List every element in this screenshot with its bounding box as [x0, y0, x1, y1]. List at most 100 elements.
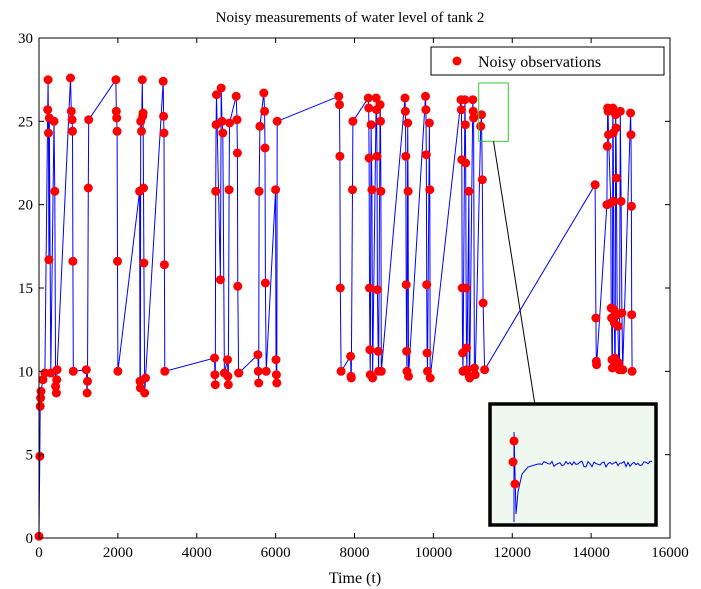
data-point [468, 106, 478, 116]
data-point [468, 95, 478, 105]
data-point [68, 366, 78, 376]
data-point [373, 346, 383, 356]
data-point [462, 343, 471, 353]
data-point [469, 363, 479, 373]
data-point [139, 183, 148, 193]
data-point [254, 186, 264, 196]
data-point [66, 73, 75, 83]
data-point [602, 141, 612, 151]
data-point [335, 151, 345, 161]
data-point [234, 368, 244, 378]
data-point [469, 113, 479, 123]
data-point [137, 75, 147, 85]
data-point [480, 365, 490, 375]
data-point [401, 151, 411, 161]
data-point [140, 388, 150, 398]
zoom-annotation [478, 82, 658, 527]
data-point [609, 196, 619, 206]
data-point [348, 116, 358, 126]
data-point [35, 401, 45, 411]
y-tick-label: 30 [18, 31, 33, 47]
data-point [44, 255, 54, 265]
data-point [83, 183, 93, 193]
data-point [210, 353, 219, 363]
data-point [626, 130, 636, 140]
data-point [223, 355, 232, 365]
data-point [160, 366, 170, 376]
data-point [365, 283, 374, 293]
data-point [50, 186, 60, 196]
data-point [159, 111, 169, 121]
data-point [225, 118, 234, 128]
x-tick-label: 2000 [103, 545, 133, 561]
data-point [335, 283, 345, 293]
data-point [400, 106, 410, 116]
data-point [254, 378, 264, 388]
data-point [627, 366, 637, 376]
data-point [260, 143, 270, 153]
data-point [477, 110, 486, 120]
data-point [210, 370, 220, 380]
x-tick-label: 10000 [415, 545, 453, 561]
data-point [368, 373, 378, 383]
inset-data-point [509, 436, 519, 446]
data-point [233, 281, 243, 291]
data-point [478, 298, 488, 308]
data-point [402, 346, 412, 356]
data-point [139, 258, 149, 268]
data-point [271, 185, 281, 195]
data-point [470, 370, 480, 380]
data-point [44, 128, 53, 138]
data-point [611, 123, 621, 133]
data-point [616, 196, 626, 206]
data-point [401, 280, 411, 290]
x-tick-label: 14000 [572, 545, 610, 561]
data-point [82, 388, 92, 398]
data-point [272, 378, 282, 388]
legend-box [430, 46, 665, 76]
chart-title: Noisy measurements of water level of tan… [216, 10, 485, 26]
data-point [364, 153, 374, 163]
data-point [215, 275, 225, 285]
data-point [618, 365, 628, 375]
data-point [456, 105, 466, 115]
data-point [36, 393, 46, 403]
data-point [346, 373, 356, 383]
data-point [461, 283, 471, 293]
data-point [348, 185, 357, 195]
data-point [615, 106, 625, 116]
data-point [218, 128, 228, 138]
data-point [376, 116, 385, 126]
data-point [425, 185, 435, 195]
y-tick-label: 0 [26, 531, 34, 547]
data-point [272, 116, 282, 126]
data-point [376, 366, 386, 376]
data-point [626, 108, 636, 118]
x-axis-label: Time (t) [329, 570, 381, 587]
data-point [372, 151, 382, 161]
data-point [422, 348, 432, 358]
data-point [363, 93, 373, 103]
data-point [43, 105, 53, 115]
data-point [477, 175, 487, 185]
data-point [627, 310, 637, 320]
data-point [224, 185, 234, 195]
data-point [424, 118, 434, 128]
x-tick-label: 4000 [182, 545, 212, 561]
data-point [591, 313, 601, 323]
data-point [211, 186, 221, 196]
data-point [212, 90, 221, 100]
data-point [626, 201, 636, 211]
data-point [111, 75, 121, 85]
data-point [66, 106, 76, 116]
data-point [271, 355, 281, 365]
data-point [460, 95, 470, 105]
data-point [253, 350, 263, 360]
data-point [464, 186, 474, 196]
data-point [367, 185, 377, 195]
data-point [67, 115, 77, 125]
data-point [43, 75, 53, 85]
y-tick-label: 25 [18, 114, 33, 130]
data-point [52, 365, 62, 375]
data-point [36, 386, 46, 396]
